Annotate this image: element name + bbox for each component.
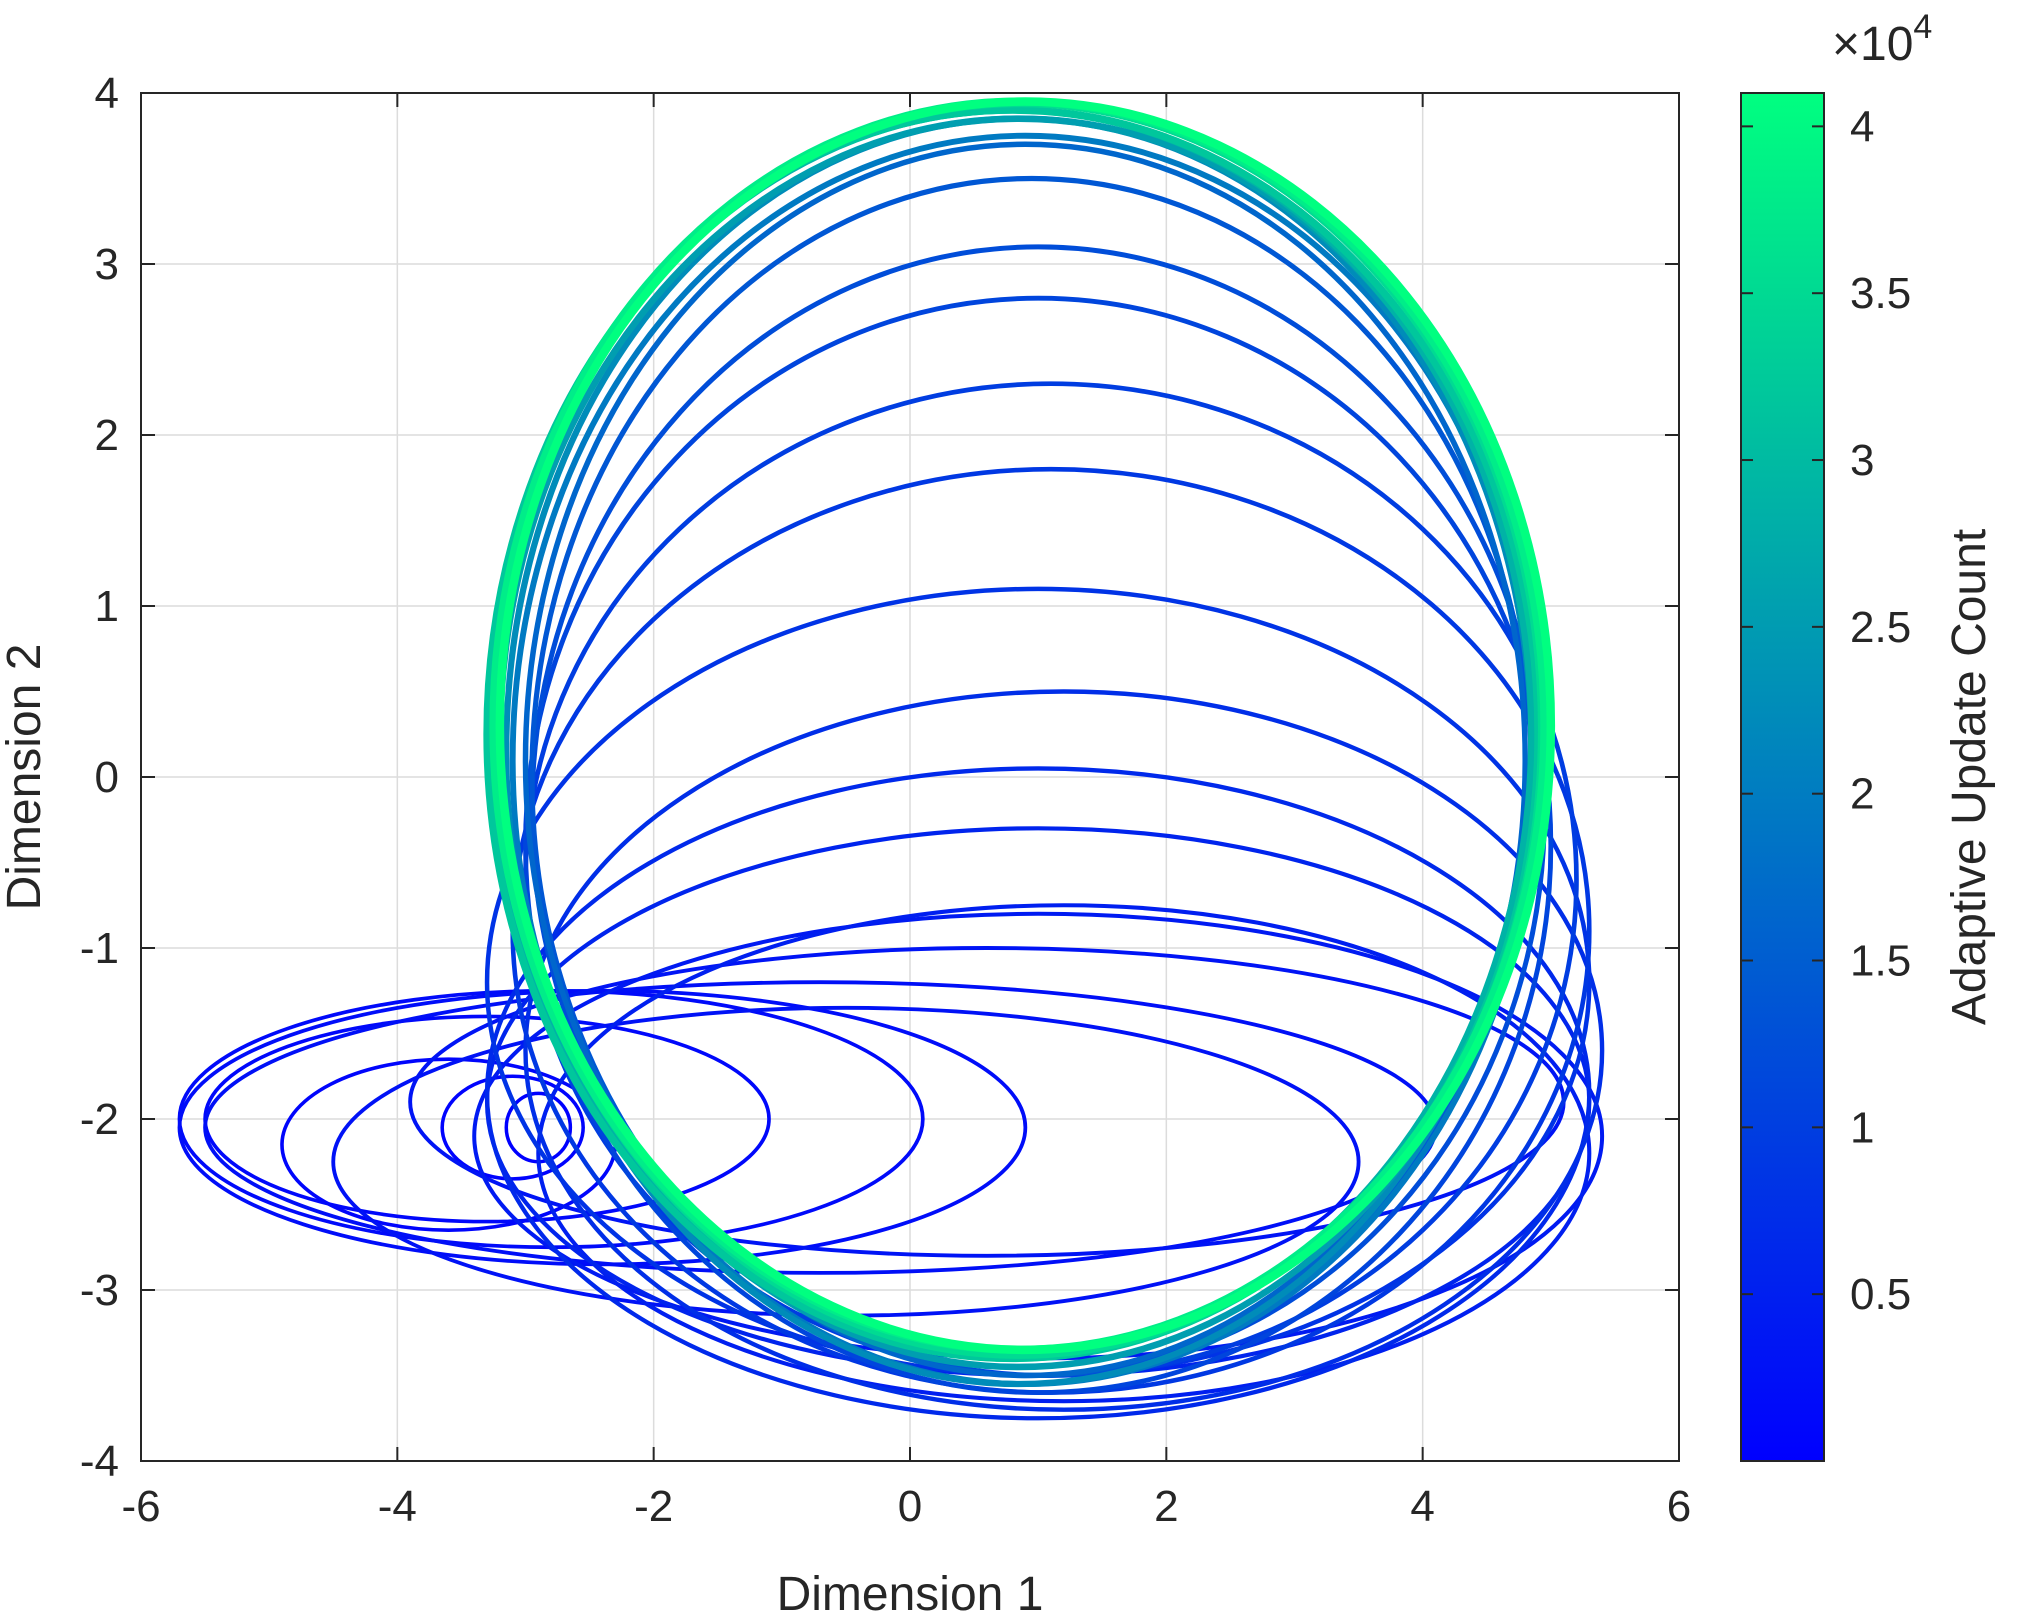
y-tick-label: 2	[95, 411, 119, 460]
colorbar-multiplier-base: ×10	[1832, 18, 1913, 71]
trajectory-loop	[440, 1074, 585, 1181]
x-tick-label: -2	[634, 1482, 673, 1531]
y-tick-label: 0	[95, 753, 119, 802]
y-tick-label: -2	[80, 1095, 119, 1144]
x-tick-label: -4	[378, 1482, 417, 1531]
y-tick-label: -4	[80, 1437, 119, 1486]
colorbar-multiplier-exponent: 4	[1913, 8, 1932, 46]
y-tick-label: -1	[80, 924, 119, 973]
trajectory-loop	[523, 689, 1605, 1412]
colorbar-tick-label: 4	[1850, 102, 1874, 151]
colorbar-tick-label: 2.5	[1850, 603, 1911, 652]
colorbar-tick-label: 1.5	[1850, 937, 1911, 986]
y-tick-label: 3	[95, 240, 119, 289]
x-axis-label: Dimension 1	[777, 1568, 1044, 1616]
colorbar	[1740, 92, 1825, 1462]
colorbar-multiplier: ×104	[1832, 8, 1932, 71]
colorbar-tick-label: 1	[1850, 1103, 1874, 1152]
x-tick-label: 0	[898, 1482, 922, 1531]
trajectory-curves	[177, 97, 1605, 1421]
trajectory-loop	[523, 295, 1554, 1396]
colorbar-ticks: 0.5 1 1.5 2 2.5 3 3.5 4	[1741, 102, 1911, 1319]
x-tick-label: 4	[1410, 1482, 1434, 1531]
colorbar-tick-label: 3	[1850, 436, 1874, 485]
x-tick-label: -6	[121, 1482, 160, 1531]
colorbar-tick-label: 0.5	[1850, 1270, 1911, 1319]
trajectory-loop	[522, 141, 1528, 1379]
y-tick-label: -3	[80, 1266, 119, 1315]
trajectory-loop	[495, 97, 1556, 1355]
y-tick-label: 1	[95, 582, 119, 631]
trajectory-loop	[484, 766, 1592, 1421]
colorbar-label: Adaptive Update Count	[1943, 529, 1996, 1025]
x-tick-label: 6	[1667, 1482, 1691, 1531]
trajectory-loop	[536, 903, 1592, 1404]
colorbar-tick-label: 2	[1850, 770, 1874, 819]
x-tick-label: 2	[1154, 1482, 1178, 1531]
y-tick-label: 4	[95, 69, 119, 118]
y-axis-label: Dimension 2	[0, 644, 51, 911]
colorbar-tick-label: 3.5	[1850, 269, 1911, 318]
